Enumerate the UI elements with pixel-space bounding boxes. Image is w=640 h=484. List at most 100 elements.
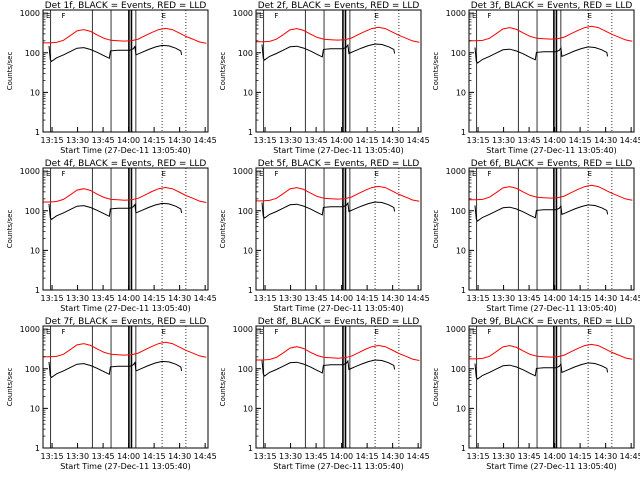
marker-label: E [46, 170, 50, 178]
x-tick-label: 13:15 [254, 452, 277, 461]
series-events-line [48, 202, 183, 221]
x-tick-label: 14:15 [569, 452, 592, 461]
marker-label: E [375, 328, 379, 336]
series-lld-line [469, 25, 633, 42]
x-tick-label: 13:45 [92, 294, 115, 303]
series-lld-line [256, 344, 420, 361]
series-lld-line [469, 184, 633, 201]
x-tick-label: 14:30 [381, 136, 404, 145]
panel-det-4: Det 4f, BLACK = Events, RED = LLD 1 10 100 1… [6, 159, 217, 313]
x-axis-label: Start Time (27-Dec-11 13:05:40) [486, 462, 617, 471]
marker-label: E [259, 12, 263, 20]
plot-frame [255, 167, 422, 291]
panel-title: Det 8f, BLACK = Events, RED = LLD [258, 317, 420, 327]
marker-label: F [274, 328, 278, 336]
x-tick-label: 14:30 [168, 294, 191, 303]
series-events-line [474, 362, 609, 380]
y-tick-label: 1 [35, 286, 40, 295]
x-tick-label: 13:45 [518, 452, 541, 461]
series-events-line [474, 204, 609, 222]
marker-label: E [375, 170, 379, 178]
y-axis-label: Counts/sec [6, 368, 14, 407]
marker-label: F [487, 170, 491, 178]
x-tick-label: 13:30 [492, 452, 515, 461]
marker-label: E [588, 328, 592, 336]
x-tick-label: 13:30 [279, 452, 302, 461]
marker-label: F [274, 170, 278, 178]
series-events-line [48, 44, 183, 63]
y-tick-label: 10 [243, 404, 253, 413]
panel-det-2: Det 2f, BLACK = Events, RED = LLD 1 10 100 1… [219, 1, 430, 155]
y-tick-label: 10 [243, 246, 253, 255]
y-tick-label: 100 [25, 207, 40, 216]
panel-det-9: Det 9f, BLACK = Events, RED = LLD 1 10 100 1… [432, 317, 640, 471]
x-tick-label: 13:15 [41, 294, 64, 303]
y-tick-label: 1000 [20, 325, 40, 334]
y-axis-label: Counts/sec [219, 210, 227, 249]
plot-frame [255, 9, 422, 133]
y-tick-label: 1 [461, 128, 466, 137]
marker-label: F [61, 12, 65, 20]
x-tick-label: 14:30 [168, 136, 191, 145]
y-tick-label: 1 [35, 444, 40, 453]
y-tick-label: 1 [461, 286, 466, 295]
plot-frame [468, 9, 635, 133]
marker-label: E [259, 170, 263, 178]
y-axis-label: Counts/sec [432, 368, 440, 407]
y-tick-label: 1000 [446, 167, 466, 176]
x-tick-label: 14:15 [356, 136, 379, 145]
y-tick-label: 100 [451, 49, 466, 58]
series-lld-line [256, 26, 420, 43]
x-tick-label: 13:15 [41, 452, 64, 461]
x-tick-label: 14:15 [356, 294, 379, 303]
series-lld-line [43, 27, 207, 44]
y-tick-label: 100 [238, 365, 253, 374]
x-tick-label: 14:15 [143, 136, 166, 145]
x-tick-label: 14:45 [620, 452, 640, 461]
x-axis-label: Start Time (27-Dec-11 13:05:40) [60, 304, 191, 313]
x-tick-label: 13:45 [518, 136, 541, 145]
marker-label: E [46, 328, 50, 336]
x-tick-label: 14:45 [194, 294, 217, 303]
y-tick-label: 10 [30, 88, 40, 97]
plot-frame [468, 325, 635, 449]
y-tick-label: 1 [35, 128, 40, 137]
x-tick-label: 14:00 [543, 452, 566, 461]
x-tick-label: 14:00 [117, 294, 140, 303]
x-tick-label: 14:00 [117, 136, 140, 145]
series-lld-line [43, 341, 207, 358]
marker-label: F [274, 12, 278, 20]
y-tick-label: 10 [243, 88, 253, 97]
marker-label: E [162, 12, 166, 20]
series-events-line [48, 360, 183, 379]
x-tick-label: 14:15 [356, 452, 379, 461]
panel-title: Det 3f, BLACK = Events, RED = LLD [471, 1, 633, 11]
y-axis-label: Counts/sec [432, 210, 440, 249]
y-tick-label: 1000 [233, 325, 253, 334]
y-tick-label: 100 [451, 207, 466, 216]
x-tick-label: 14:00 [330, 294, 353, 303]
panel-title: Det 9f, BLACK = Events, RED = LLD [471, 317, 633, 327]
x-tick-label: 14:30 [594, 452, 617, 461]
plot-frame [42, 325, 209, 449]
x-tick-label: 13:15 [254, 136, 277, 145]
marker-label: F [487, 12, 491, 20]
panel-title: Det 6f, BLACK = Events, RED = LLD [471, 159, 633, 169]
x-tick-label: 13:15 [467, 294, 490, 303]
x-tick-label: 14:45 [407, 452, 430, 461]
x-tick-label: 13:30 [492, 294, 515, 303]
x-tick-label: 14:45 [194, 136, 217, 145]
x-tick-label: 13:45 [305, 452, 328, 461]
x-tick-label: 14:15 [143, 294, 166, 303]
marker-label: E [162, 328, 166, 336]
y-tick-label: 1000 [20, 167, 40, 176]
x-tick-label: 13:45 [305, 294, 328, 303]
marker-label: E [588, 170, 592, 178]
panel-title: Det 7f, BLACK = Events, RED = LLD [45, 317, 207, 327]
panel-title: Det 4f, BLACK = Events, RED = LLD [45, 159, 207, 169]
x-tick-label: 14:45 [194, 452, 217, 461]
x-tick-label: 13:15 [467, 452, 490, 461]
x-tick-label: 14:00 [330, 136, 353, 145]
series-events-line [261, 359, 396, 377]
